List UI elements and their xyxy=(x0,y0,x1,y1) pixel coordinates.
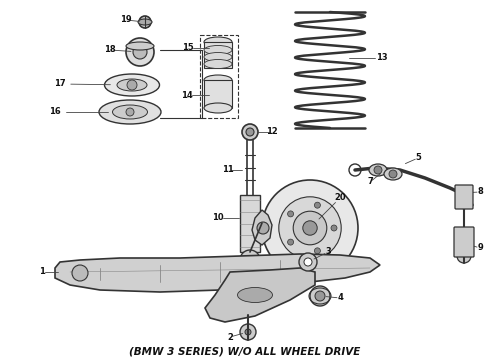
Text: 7: 7 xyxy=(367,177,373,186)
Circle shape xyxy=(315,248,320,254)
Text: 17: 17 xyxy=(54,80,66,89)
Circle shape xyxy=(389,170,397,178)
Text: 3: 3 xyxy=(325,248,331,256)
Circle shape xyxy=(133,45,147,59)
Ellipse shape xyxy=(138,19,152,25)
Circle shape xyxy=(315,202,320,208)
Text: 5: 5 xyxy=(415,153,421,162)
Text: 13: 13 xyxy=(376,54,388,63)
Circle shape xyxy=(293,211,327,245)
Circle shape xyxy=(459,233,469,243)
Circle shape xyxy=(126,108,134,116)
Circle shape xyxy=(303,221,317,235)
Text: 15: 15 xyxy=(182,44,194,53)
Text: 9: 9 xyxy=(477,243,483,252)
Text: 12: 12 xyxy=(266,127,278,136)
Circle shape xyxy=(459,192,469,202)
Ellipse shape xyxy=(99,100,161,124)
Ellipse shape xyxy=(204,59,232,68)
Text: (BMW 3 SERIES) W/O ALL WHEEL DRIVE: (BMW 3 SERIES) W/O ALL WHEEL DRIVE xyxy=(129,347,361,357)
Text: 1: 1 xyxy=(39,267,45,276)
Ellipse shape xyxy=(384,168,402,180)
Circle shape xyxy=(457,249,471,263)
Circle shape xyxy=(304,258,312,266)
Circle shape xyxy=(460,201,468,209)
Text: 16: 16 xyxy=(49,108,61,117)
Text: 2: 2 xyxy=(227,333,233,342)
Text: 14: 14 xyxy=(181,90,193,99)
Polygon shape xyxy=(240,195,260,252)
Circle shape xyxy=(331,225,337,231)
Ellipse shape xyxy=(204,37,232,47)
Circle shape xyxy=(288,211,294,217)
Polygon shape xyxy=(205,268,315,322)
Text: 11: 11 xyxy=(222,166,234,175)
Ellipse shape xyxy=(204,103,232,113)
Circle shape xyxy=(374,166,382,174)
Polygon shape xyxy=(204,42,232,68)
Text: 8: 8 xyxy=(477,188,483,197)
Ellipse shape xyxy=(204,45,232,54)
Ellipse shape xyxy=(104,74,160,96)
Circle shape xyxy=(315,291,325,301)
Circle shape xyxy=(245,329,251,335)
Circle shape xyxy=(242,124,258,140)
Circle shape xyxy=(72,265,88,281)
Ellipse shape xyxy=(369,164,387,176)
Ellipse shape xyxy=(117,79,147,91)
Circle shape xyxy=(299,253,317,271)
FancyBboxPatch shape xyxy=(455,185,473,209)
Circle shape xyxy=(262,180,358,276)
Circle shape xyxy=(127,80,137,90)
Circle shape xyxy=(288,239,294,245)
Circle shape xyxy=(257,222,269,234)
Ellipse shape xyxy=(204,75,232,85)
Text: 10: 10 xyxy=(212,213,224,222)
Ellipse shape xyxy=(204,53,232,62)
Ellipse shape xyxy=(238,288,272,302)
Bar xyxy=(200,35,238,118)
Circle shape xyxy=(246,128,254,136)
FancyBboxPatch shape xyxy=(454,227,474,257)
Circle shape xyxy=(279,197,341,259)
Text: 19: 19 xyxy=(120,15,132,24)
Text: 4: 4 xyxy=(337,293,343,302)
Circle shape xyxy=(240,250,260,270)
Circle shape xyxy=(310,286,330,306)
Polygon shape xyxy=(252,210,272,245)
Ellipse shape xyxy=(113,105,147,119)
Polygon shape xyxy=(55,254,380,292)
Text: 18: 18 xyxy=(104,45,116,54)
Polygon shape xyxy=(204,80,232,108)
Ellipse shape xyxy=(126,42,154,50)
Circle shape xyxy=(240,324,256,340)
Circle shape xyxy=(139,16,151,28)
Text: 20: 20 xyxy=(334,194,346,202)
Circle shape xyxy=(126,38,154,66)
Circle shape xyxy=(246,256,254,264)
